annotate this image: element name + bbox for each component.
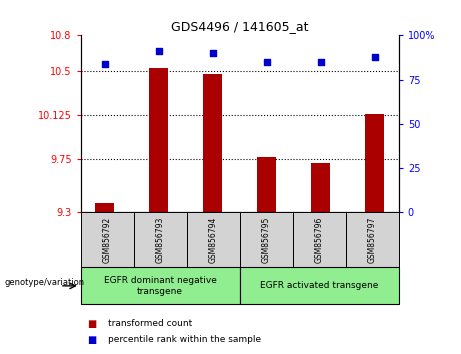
Point bbox=[371, 54, 378, 59]
Text: GSM856797: GSM856797 bbox=[368, 217, 377, 263]
Text: genotype/variation: genotype/variation bbox=[5, 278, 85, 287]
Text: transformed count: transformed count bbox=[108, 319, 193, 329]
Point bbox=[209, 50, 216, 56]
Text: percentile rank within the sample: percentile rank within the sample bbox=[108, 335, 261, 344]
Title: GDS4496 / 141605_at: GDS4496 / 141605_at bbox=[171, 20, 308, 33]
Text: GSM856792: GSM856792 bbox=[103, 217, 112, 263]
Point bbox=[317, 59, 325, 65]
Point bbox=[155, 48, 162, 54]
Text: GSM856796: GSM856796 bbox=[315, 217, 324, 263]
Text: GSM856795: GSM856795 bbox=[262, 217, 271, 263]
Text: GSM856794: GSM856794 bbox=[209, 217, 218, 263]
Bar bbox=[95, 203, 114, 212]
Bar bbox=[311, 163, 330, 212]
Bar bbox=[366, 114, 384, 212]
Bar bbox=[149, 68, 168, 212]
Point bbox=[263, 59, 271, 65]
Text: GSM856793: GSM856793 bbox=[156, 217, 165, 263]
Text: ■: ■ bbox=[88, 335, 97, 345]
Point bbox=[101, 61, 108, 67]
Text: ■: ■ bbox=[88, 319, 97, 329]
Text: EGFR activated transgene: EGFR activated transgene bbox=[260, 281, 378, 290]
Bar bbox=[257, 157, 276, 212]
Bar bbox=[203, 74, 222, 212]
Text: EGFR dominant negative
transgene: EGFR dominant negative transgene bbox=[104, 276, 217, 296]
